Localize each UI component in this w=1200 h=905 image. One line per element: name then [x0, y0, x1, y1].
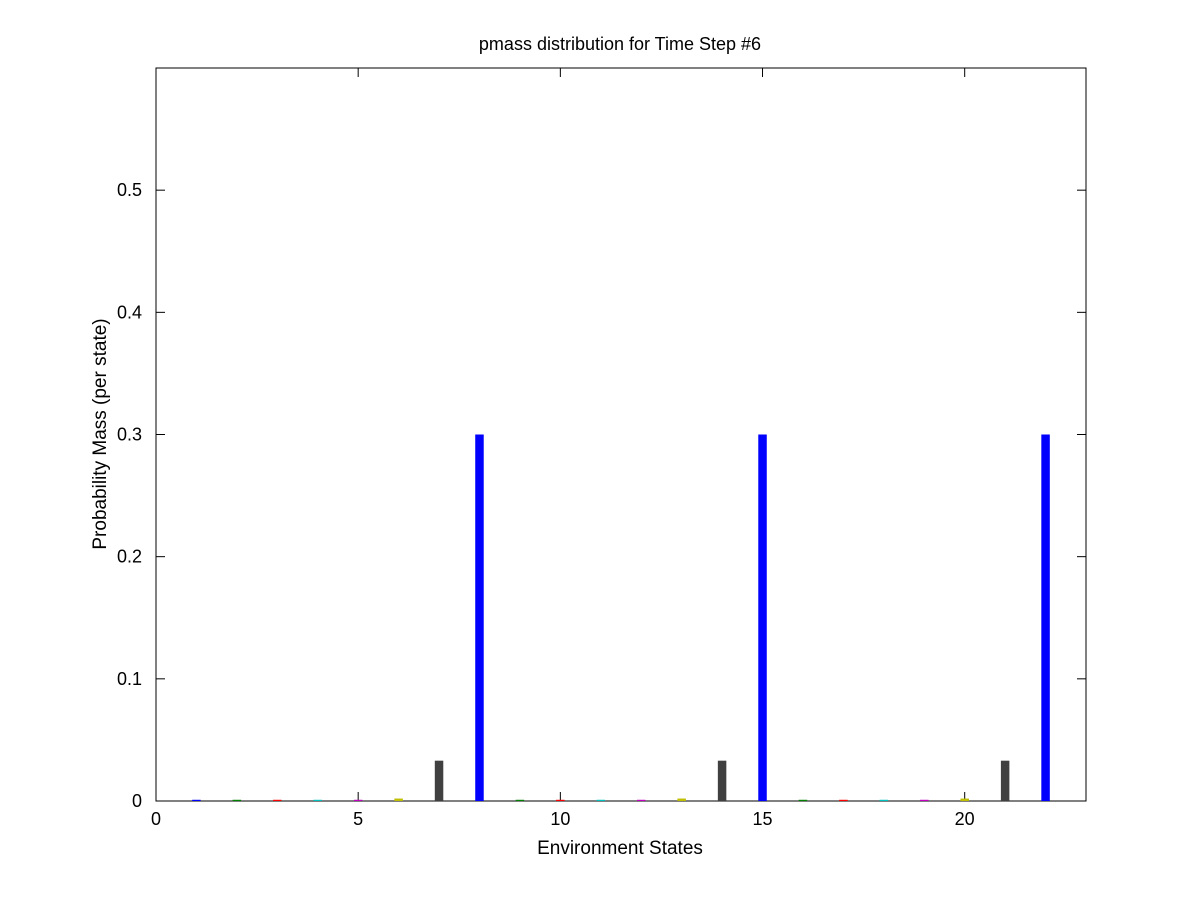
- bar-state-10: [556, 799, 565, 801]
- y-axis-label: Probability Mass (per state): [90, 318, 111, 549]
- bar-state-19: [920, 799, 929, 801]
- y-tick-label: 0.3: [117, 425, 142, 445]
- y-tick-label: 0.4: [117, 302, 142, 322]
- y-tick-label: 0: [132, 791, 142, 811]
- bar-state-14: [717, 760, 727, 801]
- bar-state-15: [758, 434, 767, 801]
- bar-state-4: [313, 799, 322, 801]
- chart-title: pmass distribution for Time Step #6: [479, 34, 761, 54]
- bar-state-22: [1041, 434, 1050, 801]
- bar-state-1: [192, 799, 201, 801]
- bar-state-21: [1000, 760, 1010, 801]
- bar-state-18: [879, 799, 889, 801]
- y-tick-label: 0.5: [117, 180, 142, 200]
- bar-state-5: [353, 799, 363, 801]
- bar-state-3: [273, 799, 282, 801]
- bar-state-12: [636, 799, 646, 801]
- bar-state-2: [232, 799, 242, 801]
- x-tick-label: 15: [753, 809, 773, 829]
- bar-state-16: [798, 799, 808, 801]
- plot-area: [155, 67, 1087, 802]
- bar-state-20: [960, 798, 969, 801]
- bar-state-13: [677, 798, 686, 801]
- x-tick-label: 20: [955, 809, 975, 829]
- x-tick-label: 0: [151, 809, 161, 829]
- x-tick-label: 5: [353, 809, 363, 829]
- bar-state-11: [596, 799, 606, 801]
- bar-state-7: [434, 760, 444, 801]
- y-tick-label: 0.2: [117, 547, 142, 567]
- bar-state-9: [515, 799, 525, 801]
- axis-ticks: [155, 68, 1086, 802]
- bar-state-6: [394, 798, 403, 801]
- x-tick-label: 10: [550, 809, 570, 829]
- bars: [192, 434, 1050, 801]
- x-axis-label: Environment States: [537, 838, 703, 859]
- bar-state-17: [839, 799, 848, 801]
- tick-labels: 0 5 10 15 20 0 0.1 0.2 0.3 0.4 0.5: [117, 180, 975, 829]
- bar-state-8: [475, 434, 484, 801]
- y-tick-label: 0.1: [117, 669, 142, 689]
